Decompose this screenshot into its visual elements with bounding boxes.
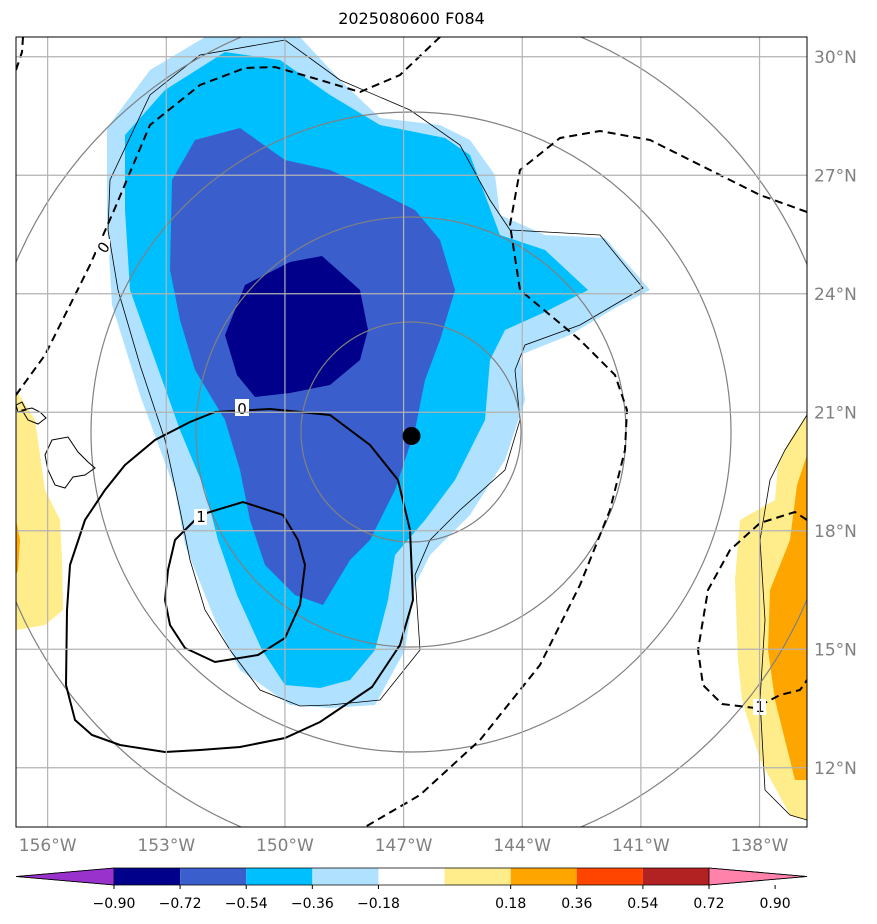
lat-tick-label: 30°N xyxy=(814,48,857,68)
island-maui xyxy=(21,407,47,425)
colorbar-segment xyxy=(642,868,709,885)
colorbar-segment xyxy=(444,868,511,885)
colorbar-label: −0.18 xyxy=(357,896,400,912)
colorbar-label: −0.90 xyxy=(93,896,136,912)
lon-tick-label: 147°W xyxy=(375,836,433,856)
lon-tick-label: 153°W xyxy=(137,836,195,856)
lon-tick-label: 141°W xyxy=(612,836,670,856)
contour-1-dashed xyxy=(696,510,807,710)
colorbar-extend-low xyxy=(15,867,115,886)
latitude-labels: 30°N 27°N 24°N 21°N 18°N 15°N 12°N xyxy=(814,48,857,779)
graticule xyxy=(16,37,807,827)
anomaly-fill-orange-west xyxy=(16,520,20,575)
island-big-island xyxy=(44,436,96,489)
range-ring xyxy=(90,111,732,753)
colorbar-label: −0.54 xyxy=(225,896,268,912)
colorbar-segment xyxy=(378,868,445,885)
colorbar-label: 0.90 xyxy=(760,896,791,912)
lon-tick-label: 138°W xyxy=(731,836,789,856)
colorbar-segment xyxy=(246,868,313,885)
lat-tick-label: 15°N xyxy=(814,640,857,660)
contour-0-dashed-west xyxy=(16,37,441,396)
anomaly-fill-dark-navy xyxy=(225,256,368,397)
contour-dashed-top-left xyxy=(16,37,24,71)
lat-tick-label: 21°N xyxy=(814,403,857,423)
shading-outline-east xyxy=(759,414,807,821)
colorbar-segment xyxy=(312,868,379,885)
anomaly-fill-orange-east xyxy=(768,455,807,780)
map-plot-area xyxy=(16,37,807,827)
island-oahu xyxy=(16,401,27,413)
contour-dashed-east xyxy=(364,129,807,827)
lon-tick-label: 150°W xyxy=(256,836,314,856)
lat-tick-label: 27°N xyxy=(814,166,857,186)
anomaly-fill-yellow-west xyxy=(16,390,63,630)
range-ring xyxy=(195,216,627,648)
colorbar-label: 0.54 xyxy=(627,896,658,912)
shading-outline xyxy=(107,39,644,707)
range-rings xyxy=(16,37,807,827)
colorbar-label: −0.72 xyxy=(159,896,202,912)
colorbar-label: −0.36 xyxy=(291,896,334,912)
lat-tick-label: 12°N xyxy=(814,759,857,779)
longitude-labels: 156°W 153°W 150°W 147°W 144°W 141°W 138°W xyxy=(19,836,789,856)
colorbar: −0.90 −0.72 −0.54 −0.36 −0.18 0.18 0.36 0.54 0.7… xyxy=(15,867,808,912)
colorbar-segment xyxy=(510,868,577,885)
colorbar-label: 0.18 xyxy=(495,896,526,912)
lon-tick-label: 156°W xyxy=(19,836,77,856)
colorbar-label: 0.72 xyxy=(693,896,724,912)
colorbar-segment xyxy=(576,868,643,885)
map-title: 2025080600 F084 xyxy=(338,9,485,28)
colorbar-label: 0.36 xyxy=(561,896,592,912)
map-frame xyxy=(15,36,808,828)
contour-label: 0 xyxy=(237,400,247,418)
dashed-contours xyxy=(16,37,807,827)
colorbar-extend-high xyxy=(708,867,808,886)
lon-tick-label: 144°W xyxy=(493,836,551,856)
colorbar-segment xyxy=(180,868,247,885)
storm-center-marker xyxy=(402,426,421,445)
lat-tick-label: 24°N xyxy=(814,285,857,305)
contour-label: 1 xyxy=(196,508,206,526)
colorbar-segment xyxy=(114,868,181,885)
lat-tick-label: 18°N xyxy=(814,522,857,542)
